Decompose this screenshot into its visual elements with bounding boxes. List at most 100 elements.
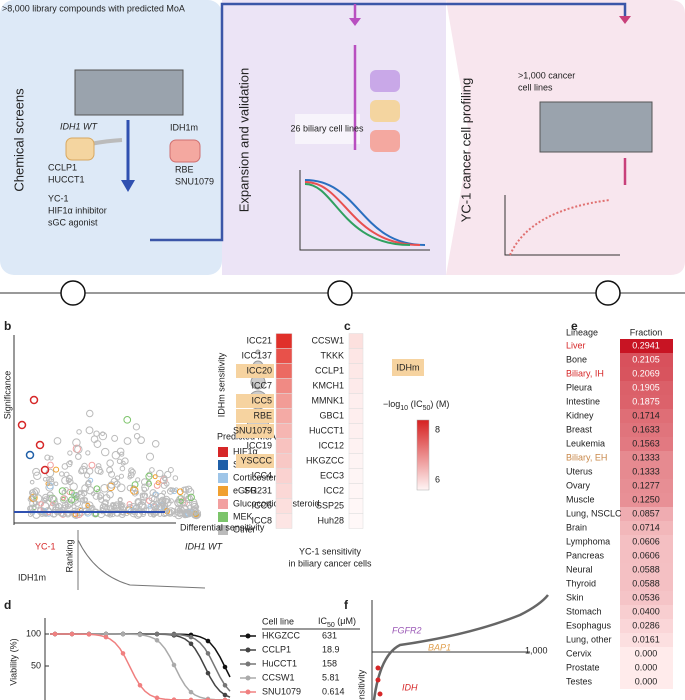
fraction-cell bbox=[620, 605, 673, 619]
stage-title: YC-1 cancer cell profiling bbox=[458, 78, 473, 223]
cell-line: CCSW1 bbox=[262, 672, 295, 682]
fraction-value: 0.1333 bbox=[632, 466, 660, 476]
dot bbox=[27, 505, 33, 511]
fraction-value: 0.0857 bbox=[632, 508, 660, 518]
dot bbox=[156, 469, 164, 478]
highlight bbox=[236, 394, 274, 408]
row-label: RBE bbox=[253, 410, 272, 420]
dot bbox=[129, 509, 138, 518]
gene-label: IDH bbox=[402, 682, 418, 692]
row-label: ICC8 bbox=[251, 515, 272, 525]
dot bbox=[132, 423, 140, 431]
dot bbox=[53, 481, 59, 487]
ic50: 5.81 bbox=[322, 672, 340, 682]
highlight bbox=[236, 409, 274, 423]
dot bbox=[72, 492, 80, 499]
dot bbox=[158, 496, 167, 505]
row-label: ICC2 bbox=[323, 485, 344, 495]
fraction-cell bbox=[620, 423, 673, 437]
legend-swatch bbox=[218, 473, 228, 483]
heat-cell bbox=[275, 378, 293, 394]
fraction-value: 0.000 bbox=[635, 648, 658, 658]
row-label: CCSW1 bbox=[311, 335, 344, 345]
fraction-cell bbox=[620, 353, 673, 367]
dot bbox=[171, 662, 177, 668]
stage-title: Chemical screens bbox=[11, 88, 26, 192]
fraction-cell bbox=[620, 549, 673, 563]
dot bbox=[170, 487, 176, 493]
dot bbox=[46, 494, 54, 502]
plate bbox=[74, 69, 184, 116]
dot bbox=[188, 498, 198, 507]
dot bbox=[154, 637, 160, 643]
dot bbox=[154, 631, 160, 637]
fraction-cell bbox=[620, 395, 673, 409]
row-label: Huh28 bbox=[317, 515, 344, 525]
heat-cell bbox=[348, 453, 364, 469]
cell bbox=[370, 70, 400, 92]
dot bbox=[59, 471, 65, 477]
heat-cell bbox=[275, 498, 293, 514]
stage-bg bbox=[0, 0, 222, 275]
dot bbox=[53, 466, 60, 473]
fraction-cell bbox=[620, 479, 673, 493]
dot bbox=[43, 496, 49, 502]
dot bbox=[137, 632, 143, 638]
dot bbox=[141, 483, 150, 492]
caption: in biliary cancer cells bbox=[288, 558, 372, 568]
curve bbox=[304, 183, 411, 246]
fraction-value: 0.1633 bbox=[632, 424, 660, 434]
row-label: MMNK1 bbox=[311, 395, 344, 405]
cell-line: CCLP1 bbox=[262, 644, 291, 654]
fraction-cell bbox=[620, 465, 673, 479]
arrow bbox=[349, 18, 361, 26]
fraction-value: 0.0714 bbox=[632, 522, 660, 532]
legend-swatch bbox=[218, 447, 228, 457]
axis bbox=[371, 600, 530, 700]
dot bbox=[25, 450, 35, 460]
dot bbox=[53, 437, 62, 445]
dot bbox=[182, 486, 190, 494]
row-label: ICC6 bbox=[251, 500, 272, 510]
column-header: Fraction bbox=[630, 327, 663, 337]
dot bbox=[133, 510, 142, 519]
fraction-value: 0.2105 bbox=[632, 354, 660, 364]
fraction-cell bbox=[620, 633, 673, 647]
dot bbox=[35, 440, 45, 450]
dot bbox=[85, 450, 91, 456]
dot bbox=[113, 510, 120, 517]
dot bbox=[157, 498, 163, 505]
dot bbox=[188, 689, 194, 695]
dot bbox=[137, 501, 143, 508]
fraction-cell bbox=[620, 409, 673, 423]
fraction-value: 0.000 bbox=[635, 662, 658, 672]
dot bbox=[63, 471, 70, 478]
curve bbox=[50, 633, 231, 678]
fraction-cell bbox=[620, 381, 673, 395]
dot bbox=[141, 492, 149, 499]
dot bbox=[145, 452, 155, 461]
dot bbox=[106, 466, 114, 474]
dot bbox=[145, 472, 153, 480]
legend-swatch bbox=[218, 486, 228, 496]
panel-letter: c bbox=[344, 319, 351, 333]
lineage-name: Brain bbox=[566, 522, 587, 532]
label: IDH1m bbox=[170, 122, 198, 132]
curve bbox=[50, 633, 230, 700]
fraction-cell bbox=[620, 647, 673, 661]
dot bbox=[100, 447, 110, 457]
timeline-node bbox=[60, 280, 86, 306]
heat-cell bbox=[275, 468, 293, 484]
dot bbox=[133, 432, 141, 440]
dot bbox=[159, 476, 168, 485]
dot bbox=[108, 470, 116, 478]
flow-line bbox=[150, 2, 627, 242]
lineage-name: Pancreas bbox=[566, 550, 605, 560]
dot bbox=[137, 436, 145, 444]
fraction-cell bbox=[620, 493, 673, 507]
dot bbox=[188, 641, 194, 647]
dot bbox=[222, 664, 228, 670]
curve bbox=[50, 633, 231, 698]
dot bbox=[51, 499, 59, 507]
